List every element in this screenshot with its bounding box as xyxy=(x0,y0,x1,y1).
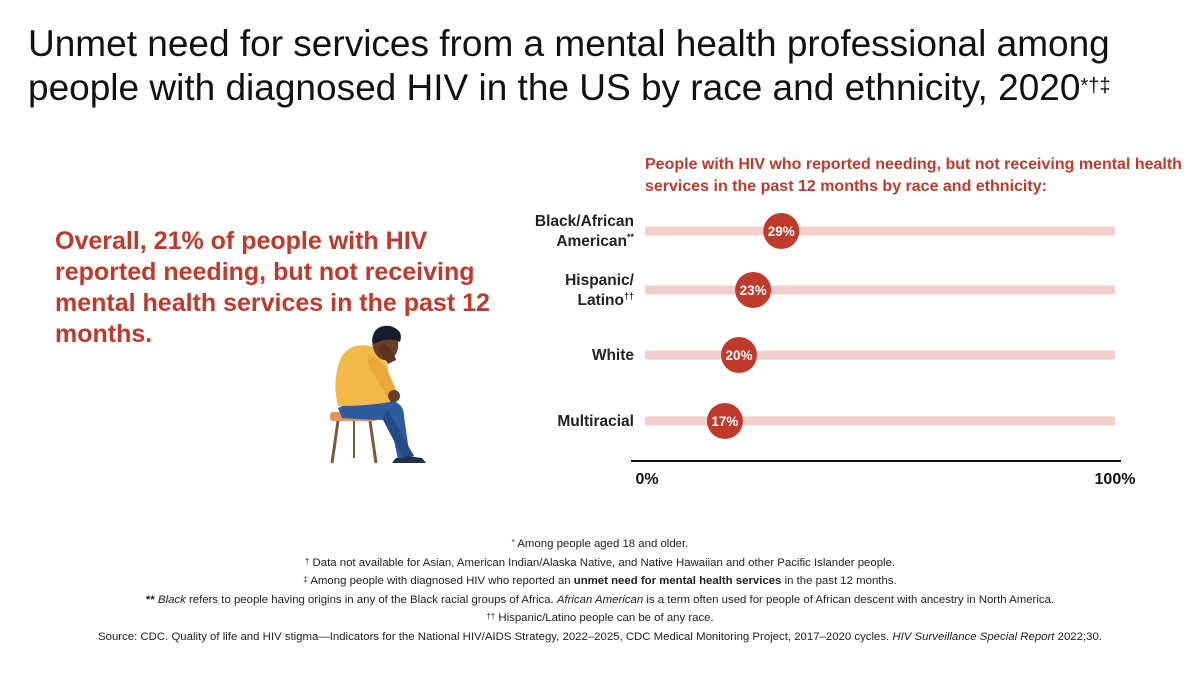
footnote-mark: ** xyxy=(145,593,155,606)
footnote-text: Data not available for Asian, American I… xyxy=(309,556,896,569)
footnote-3: ‡ Among people with diagnosed HIV who re… xyxy=(0,572,1200,591)
footnote-text: refers to people having origins in any o… xyxy=(185,593,557,606)
source-text: Source: CDC. Quality of life and HIV sti… xyxy=(98,630,893,643)
footnote-italic: African American xyxy=(556,593,644,606)
page-title-text: Unmet need for services from a mental he… xyxy=(28,23,1110,108)
overall-statement: Overall, 21% of people with HIV reported… xyxy=(55,227,490,348)
footnote-text: Among people aged 18 and older. xyxy=(514,538,689,550)
value-label: 17% xyxy=(711,414,738,429)
footnote-mark: ‡ xyxy=(303,575,308,585)
sitting-person-illustration xyxy=(330,325,426,464)
category-mark: ** xyxy=(627,232,635,242)
person-hand xyxy=(388,390,400,402)
x-tick-label: 100% xyxy=(1095,471,1136,488)
value-dot xyxy=(735,272,772,308)
category-label: Latino†† xyxy=(577,291,634,309)
footnote-mark: * xyxy=(511,538,515,547)
category-label: White xyxy=(592,347,635,364)
footnote-4: ** Black refers to people having origins… xyxy=(0,591,1200,610)
stool-leg xyxy=(330,420,340,464)
chart-title: People with HIV who reported needing, bu… xyxy=(645,156,1182,195)
footnote-mark: † xyxy=(304,556,310,566)
category-label: Multiracial xyxy=(557,413,634,430)
source-note: Source: CDC. Quality of life and HIV sti… xyxy=(0,628,1200,647)
category-label: American** xyxy=(556,232,634,250)
title-footnote-marks: *†‡ xyxy=(1080,75,1111,97)
value-dot xyxy=(763,213,800,249)
footnote-text: Hispanic/Latino people can be of any rac… xyxy=(495,612,714,625)
value-label: 23% xyxy=(740,283,767,298)
value-dot xyxy=(706,403,743,439)
footnote-text: Among people with diagnosed HIV who repo… xyxy=(307,575,574,588)
person-leg xyxy=(382,410,414,460)
footnote-1: * Among people aged 18 and older. xyxy=(0,535,1200,554)
source-italic: HIV Surveillance Special Report xyxy=(892,630,1055,643)
value-label: 29% xyxy=(768,224,795,239)
footnote-text: in the past 12 months. xyxy=(781,575,897,588)
person-shoe xyxy=(404,456,426,463)
footnotes: * Among people aged 18 and older. † Data… xyxy=(0,535,1200,647)
category-mark: †† xyxy=(624,291,634,301)
value-label: 20% xyxy=(725,348,752,363)
footnote-mark: †† xyxy=(486,612,496,622)
person-arm xyxy=(367,354,398,398)
footnote-2: † Data not available for Asian, American… xyxy=(0,554,1200,573)
source-text: 2022;30. xyxy=(1054,630,1102,643)
footnote-5: †† Hispanic/Latino people can be of any … xyxy=(0,609,1200,628)
page-title: Unmet need for services from a mental he… xyxy=(28,22,1178,110)
footnote-italic: Black xyxy=(157,593,186,606)
value-dot xyxy=(721,337,757,373)
stool-leg xyxy=(368,420,378,464)
dot-chart: Black/African American** 29% Hispanic/Latin… xyxy=(535,213,1136,488)
category-label: Black/African xyxy=(535,213,634,230)
x-tick-label: 0% xyxy=(635,471,658,488)
person-legs xyxy=(338,399,410,460)
footnote-text: is a term often used for people of Afric… xyxy=(643,593,1055,606)
person-hair xyxy=(372,325,401,344)
footnote-bold: unmet need for mental health services xyxy=(573,575,782,588)
person-forearm xyxy=(378,344,396,364)
category-label: Hispanic/ xyxy=(565,272,635,289)
